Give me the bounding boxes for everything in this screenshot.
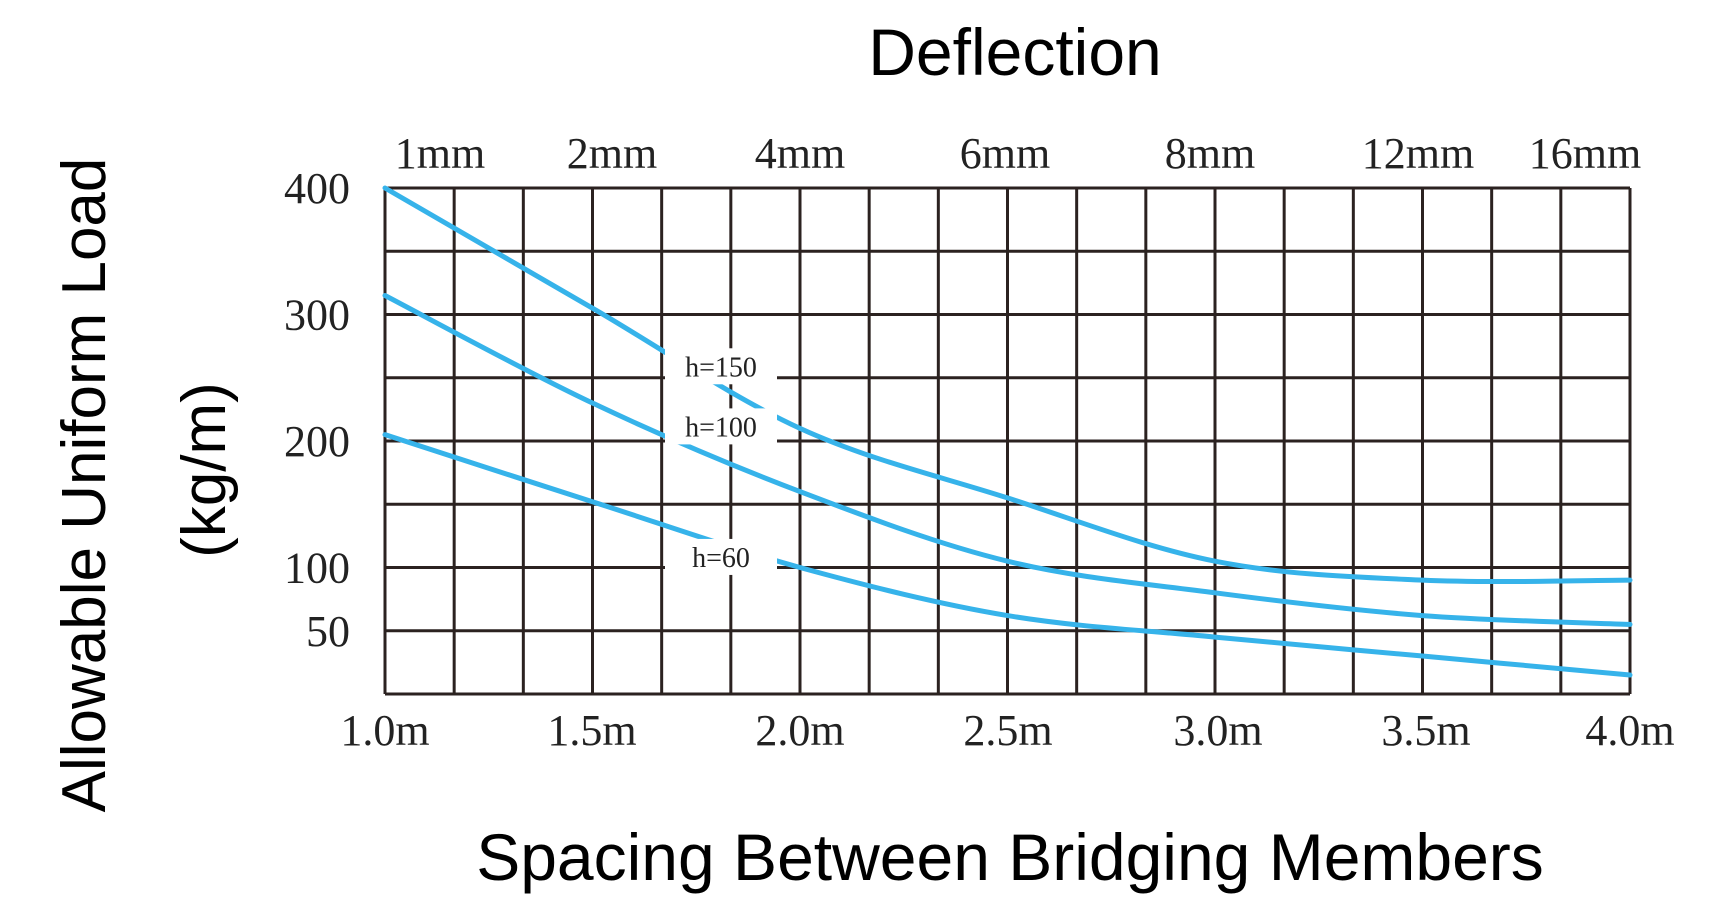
series-label: h=60 [665, 538, 777, 575]
series-label: h=150 [665, 348, 777, 385]
tick-labels: 1.0m 1.5m 2.0m 2.5m 3.0m 3.5m 4.0m 1mm 2mm 4mm 6mm… [284, 129, 1675, 755]
top-tick-label: 6mm [960, 129, 1050, 178]
x-tick-label: 3.5m [1381, 706, 1470, 755]
series-label: h=100 [665, 408, 777, 445]
chart-title: Deflection [868, 15, 1162, 89]
series-line [382, 293, 1633, 627]
top-tick-label: 4mm [755, 129, 845, 178]
y-tick-label: 50 [306, 607, 350, 656]
grid [383, 186, 1632, 696]
top-tick-label: 1mm [395, 129, 485, 178]
y-tick-label: 100 [284, 544, 350, 593]
top-tick-label: 8mm [1165, 129, 1255, 178]
x-tick-label: 2.0m [755, 706, 844, 755]
series-label-text: h=100 [685, 412, 757, 443]
x-tick-label: 2.5m [963, 706, 1052, 755]
y-tick-label: 200 [284, 417, 350, 466]
x-tick-label: 3.0m [1173, 706, 1262, 755]
y-tick-label: 400 [284, 164, 350, 213]
top-tick-label: 16mm [1529, 129, 1641, 178]
series-label-text: h=60 [692, 543, 750, 574]
y-tick-label: 300 [284, 291, 350, 340]
top-tick-label: 2mm [567, 129, 657, 178]
series-label-text: h=150 [685, 352, 757, 383]
top-tick-label: 12mm [1362, 129, 1474, 178]
series-lines: h=150 h=100 h=60 [382, 185, 1633, 678]
x-tick-label: 1.0m [340, 706, 429, 755]
series-line [382, 185, 1633, 585]
x-axis-label: Spacing Between Bridging Members [476, 820, 1544, 894]
y-axis-label: Allowable Uniform Load [50, 158, 119, 813]
x-tick-label: 1.5m [547, 706, 636, 755]
y-axis-unit-label: (kg/m) [170, 382, 239, 558]
x-tick-label: 4.0m [1585, 706, 1674, 755]
series-line [382, 432, 1633, 678]
